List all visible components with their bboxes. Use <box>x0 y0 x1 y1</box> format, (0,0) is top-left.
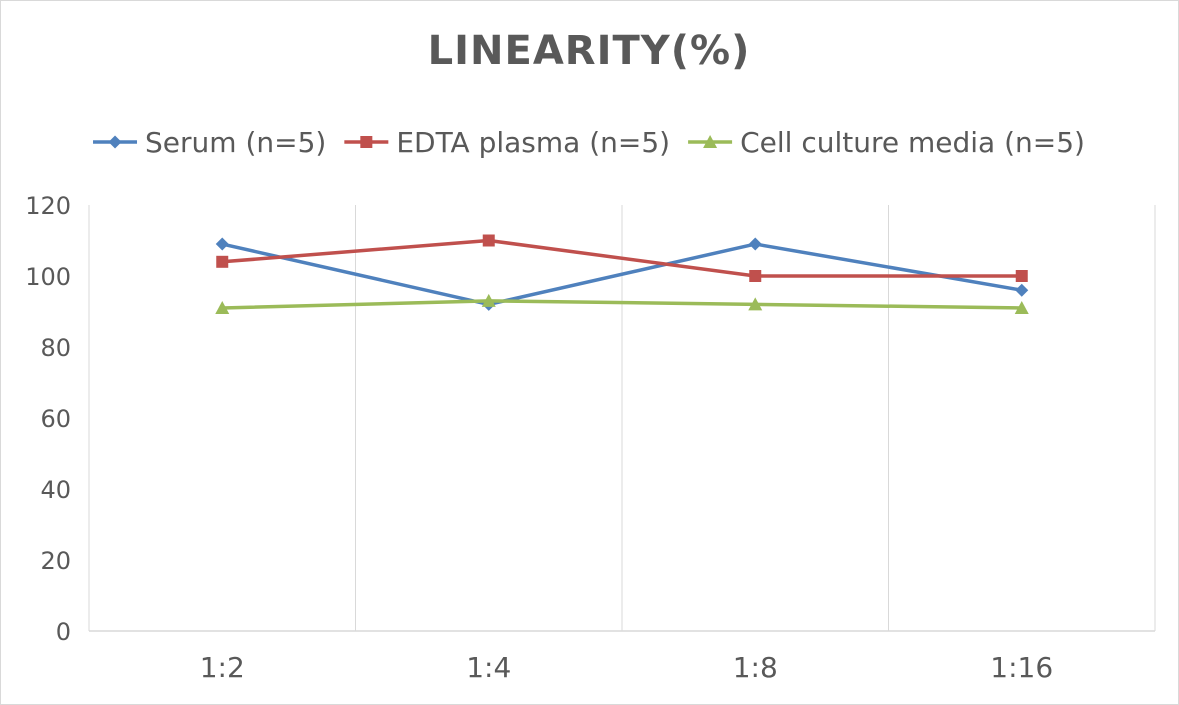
y-tick-label: 80 <box>40 334 71 362</box>
data-point <box>1015 283 1029 297</box>
legend-item: EDTA plasma (n=5) <box>344 126 670 159</box>
data-point <box>748 297 763 311</box>
x-tick-label: 1:2 <box>200 651 245 684</box>
legend-label: EDTA plasma (n=5) <box>396 126 670 159</box>
x-tick-label: 1:8 <box>733 651 778 684</box>
legend-item: Cell culture media (n=5) <box>688 126 1085 159</box>
series-3 <box>215 293 1029 314</box>
y-tick-label: 20 <box>40 547 71 575</box>
x-axis-ticks: 1:2 1:4 1:8 1:16 <box>200 651 1053 684</box>
legend-marker <box>108 135 122 149</box>
data-point <box>215 237 229 251</box>
series-2 <box>216 234 1028 282</box>
data-point <box>216 255 229 268</box>
legend-label: Serum (n=5) <box>145 126 326 159</box>
data-point <box>481 293 496 307</box>
legend-marker <box>360 136 373 148</box>
data-point <box>1015 270 1028 282</box>
legend-marker <box>703 135 718 148</box>
data-point <box>482 234 495 247</box>
legend-label: Cell culture media (n=5) <box>740 126 1085 159</box>
series-line <box>222 238 1022 278</box>
legend-item: Serum (n=5) <box>93 126 326 159</box>
y-tick-label: 40 <box>40 476 71 504</box>
y-tick-label: 120 <box>25 192 71 220</box>
y-axis-ticks: 0 20 40 60 80 100 120 <box>25 192 71 646</box>
data-point <box>748 237 762 251</box>
gridlines <box>88 205 1156 632</box>
y-tick-label: 100 <box>25 263 71 291</box>
data-point <box>215 300 230 314</box>
chart-title: LINEARITY(%) <box>428 28 751 74</box>
series-line <box>221 242 1023 307</box>
x-tick-label: 1:16 <box>990 651 1053 684</box>
data-point <box>749 270 762 282</box>
legend: Serum (n=5) EDTA plasma (n=5) Cell culture… <box>93 126 1085 159</box>
x-tick-label: 1:4 <box>466 651 511 684</box>
y-tick-label: 60 <box>40 405 71 433</box>
series-line <box>222 299 1022 310</box>
y-tick-label: 0 <box>56 618 71 646</box>
series-group <box>215 234 1029 314</box>
data-point <box>1014 300 1029 314</box>
